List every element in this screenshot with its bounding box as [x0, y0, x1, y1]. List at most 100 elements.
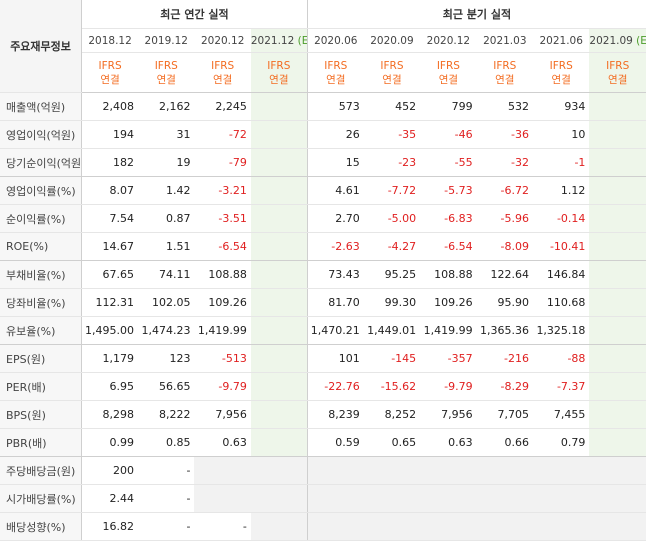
table-cell: 146.84 — [533, 260, 590, 289]
period-label: 2018.12 — [88, 34, 132, 47]
table-cell: -23 — [363, 148, 421, 177]
table-cell — [250, 232, 308, 261]
table-cell: -6.54 — [194, 232, 251, 261]
table-cell — [250, 456, 308, 485]
table-cell: -0.14 — [533, 204, 590, 233]
table-cell — [589, 120, 646, 149]
table-cell — [589, 372, 646, 401]
table-cell: -1 — [533, 148, 590, 177]
table-cell: 108.88 — [194, 260, 251, 289]
basis-annual-1: IFRS 연결 — [138, 52, 195, 93]
table-cell: 6.95 — [81, 372, 139, 401]
table-row: 주당배당금(원) 200- — [0, 456, 646, 485]
table-cell — [250, 176, 308, 205]
table-cell: -8.29 — [476, 372, 533, 401]
period-label: 2020.12 — [200, 34, 245, 47]
basis-scope: 연결 — [495, 73, 515, 86]
period-annual-1: 2019.12 — [138, 28, 195, 53]
table-cell — [250, 428, 308, 457]
basis-scope: 연결 — [100, 73, 120, 86]
table-cell: 7,956 — [420, 400, 477, 429]
label-column-title: 주요재무정보 — [0, 0, 83, 93]
table-cell: -88 — [533, 344, 590, 373]
table-cell: 67.65 — [81, 260, 139, 289]
table-cell — [589, 344, 646, 373]
table-cell: -145 — [363, 344, 421, 373]
row-label: 부채비율(%) — [0, 260, 83, 289]
table-cell: 799 — [420, 92, 477, 121]
table-cell: - — [194, 512, 251, 541]
table-cell: - — [138, 512, 195, 541]
table-cell: 56.65 — [138, 372, 195, 401]
table-cell: 7,705 — [476, 400, 533, 429]
row-label: 영업이익률(%) — [0, 176, 83, 205]
table-cell — [306, 456, 364, 485]
table-cell — [250, 204, 308, 233]
table-cell: 110.68 — [533, 288, 590, 317]
table-cell: 0.63 — [420, 428, 477, 457]
table-cell — [589, 456, 646, 485]
period-label: 2021.03 — [483, 34, 527, 47]
table-cell — [194, 456, 251, 485]
table-cell: 8.07 — [81, 176, 139, 205]
period-quarter-4: 2021.06 — [533, 28, 590, 53]
basis-standard: IFRS — [267, 59, 291, 72]
basis-quarter-3: IFRS 연결 — [476, 52, 533, 93]
table-cell: 2,162 — [138, 92, 195, 121]
table-cell: -5.00 — [363, 204, 421, 233]
row-label: 당좌비율(%) — [0, 288, 83, 317]
table-cell — [476, 484, 533, 513]
table-cell: 31 — [138, 120, 195, 149]
table-cell: 123 — [138, 344, 195, 373]
table-cell — [589, 148, 646, 177]
table-cell: - — [138, 456, 195, 485]
table-cell: -216 — [476, 344, 533, 373]
table-cell: 74.11 — [138, 260, 195, 289]
table-cell: 452 — [363, 92, 421, 121]
table-cell: 1,179 — [81, 344, 139, 373]
table-cell: 8,222 — [138, 400, 195, 429]
table-cell: -8.09 — [476, 232, 533, 261]
table-cell: 2.70 — [306, 204, 364, 233]
basis-scope: 연결 — [551, 73, 571, 86]
table-cell: -6.72 — [476, 176, 533, 205]
row-label: 주당배당금(원) — [0, 456, 83, 485]
table-row: 순이익률(%) 7.54 0.87 -3.51 2.70 -5.00 -6.83 -5.96-… — [0, 204, 646, 233]
table-cell: 95.90 — [476, 288, 533, 317]
period-quarter-5: 2021.09 (E) — [589, 28, 646, 53]
annual-section-title: 최근 연간 실적 — [81, 0, 308, 29]
basis-scope: 연결 — [382, 73, 402, 86]
table-cell: 1,419.99 — [194, 316, 251, 345]
header-row-periods: 2018.12 2019.12 2020.12 2021.12 (E) 2020.06 2… — [0, 28, 646, 53]
table-cell: -6.54 — [420, 232, 477, 261]
table-cell — [589, 400, 646, 429]
table-cell: 109.26 — [420, 288, 477, 317]
table-cell: 73.43 — [306, 260, 364, 289]
basis-standard: IFRS — [98, 59, 122, 72]
table-row: 당기순이익(억원) 182 19 -79 15 -23 -55 -32 -1 — [0, 148, 646, 177]
basis-quarter-1: IFRS 연결 — [363, 52, 421, 93]
table-cell: -55 — [420, 148, 477, 177]
table-cell: -5.73 — [420, 176, 477, 205]
period-label: 2020.06 — [314, 34, 358, 47]
table-row: 부채비율(%) 67.65 74.11 108.88 73.43 95.25 108.88 1… — [0, 260, 646, 289]
table-cell — [589, 512, 646, 541]
table-cell: -2.63 — [306, 232, 364, 261]
table-cell: -357 — [420, 344, 477, 373]
period-quarter-1: 2020.09 — [363, 28, 421, 53]
table-cell — [250, 400, 308, 429]
table-cell: 108.88 — [420, 260, 477, 289]
table-cell — [250, 288, 308, 317]
period-label: 2021.12 — [250, 34, 295, 47]
table-cell: - — [138, 484, 195, 513]
table-cell: 7,455 — [533, 400, 590, 429]
basis-standard: IFRS — [324, 59, 348, 72]
table-cell: 934 — [533, 92, 590, 121]
table-cell — [476, 512, 533, 541]
table-cell: 1,495.00 — [81, 316, 139, 345]
table-cell: 26 — [306, 120, 364, 149]
table-cell: 182 — [81, 148, 139, 177]
table-cell: -513 — [194, 344, 251, 373]
basis-scope: 연결 — [326, 73, 346, 86]
row-label: 배당성향(%) — [0, 512, 83, 541]
